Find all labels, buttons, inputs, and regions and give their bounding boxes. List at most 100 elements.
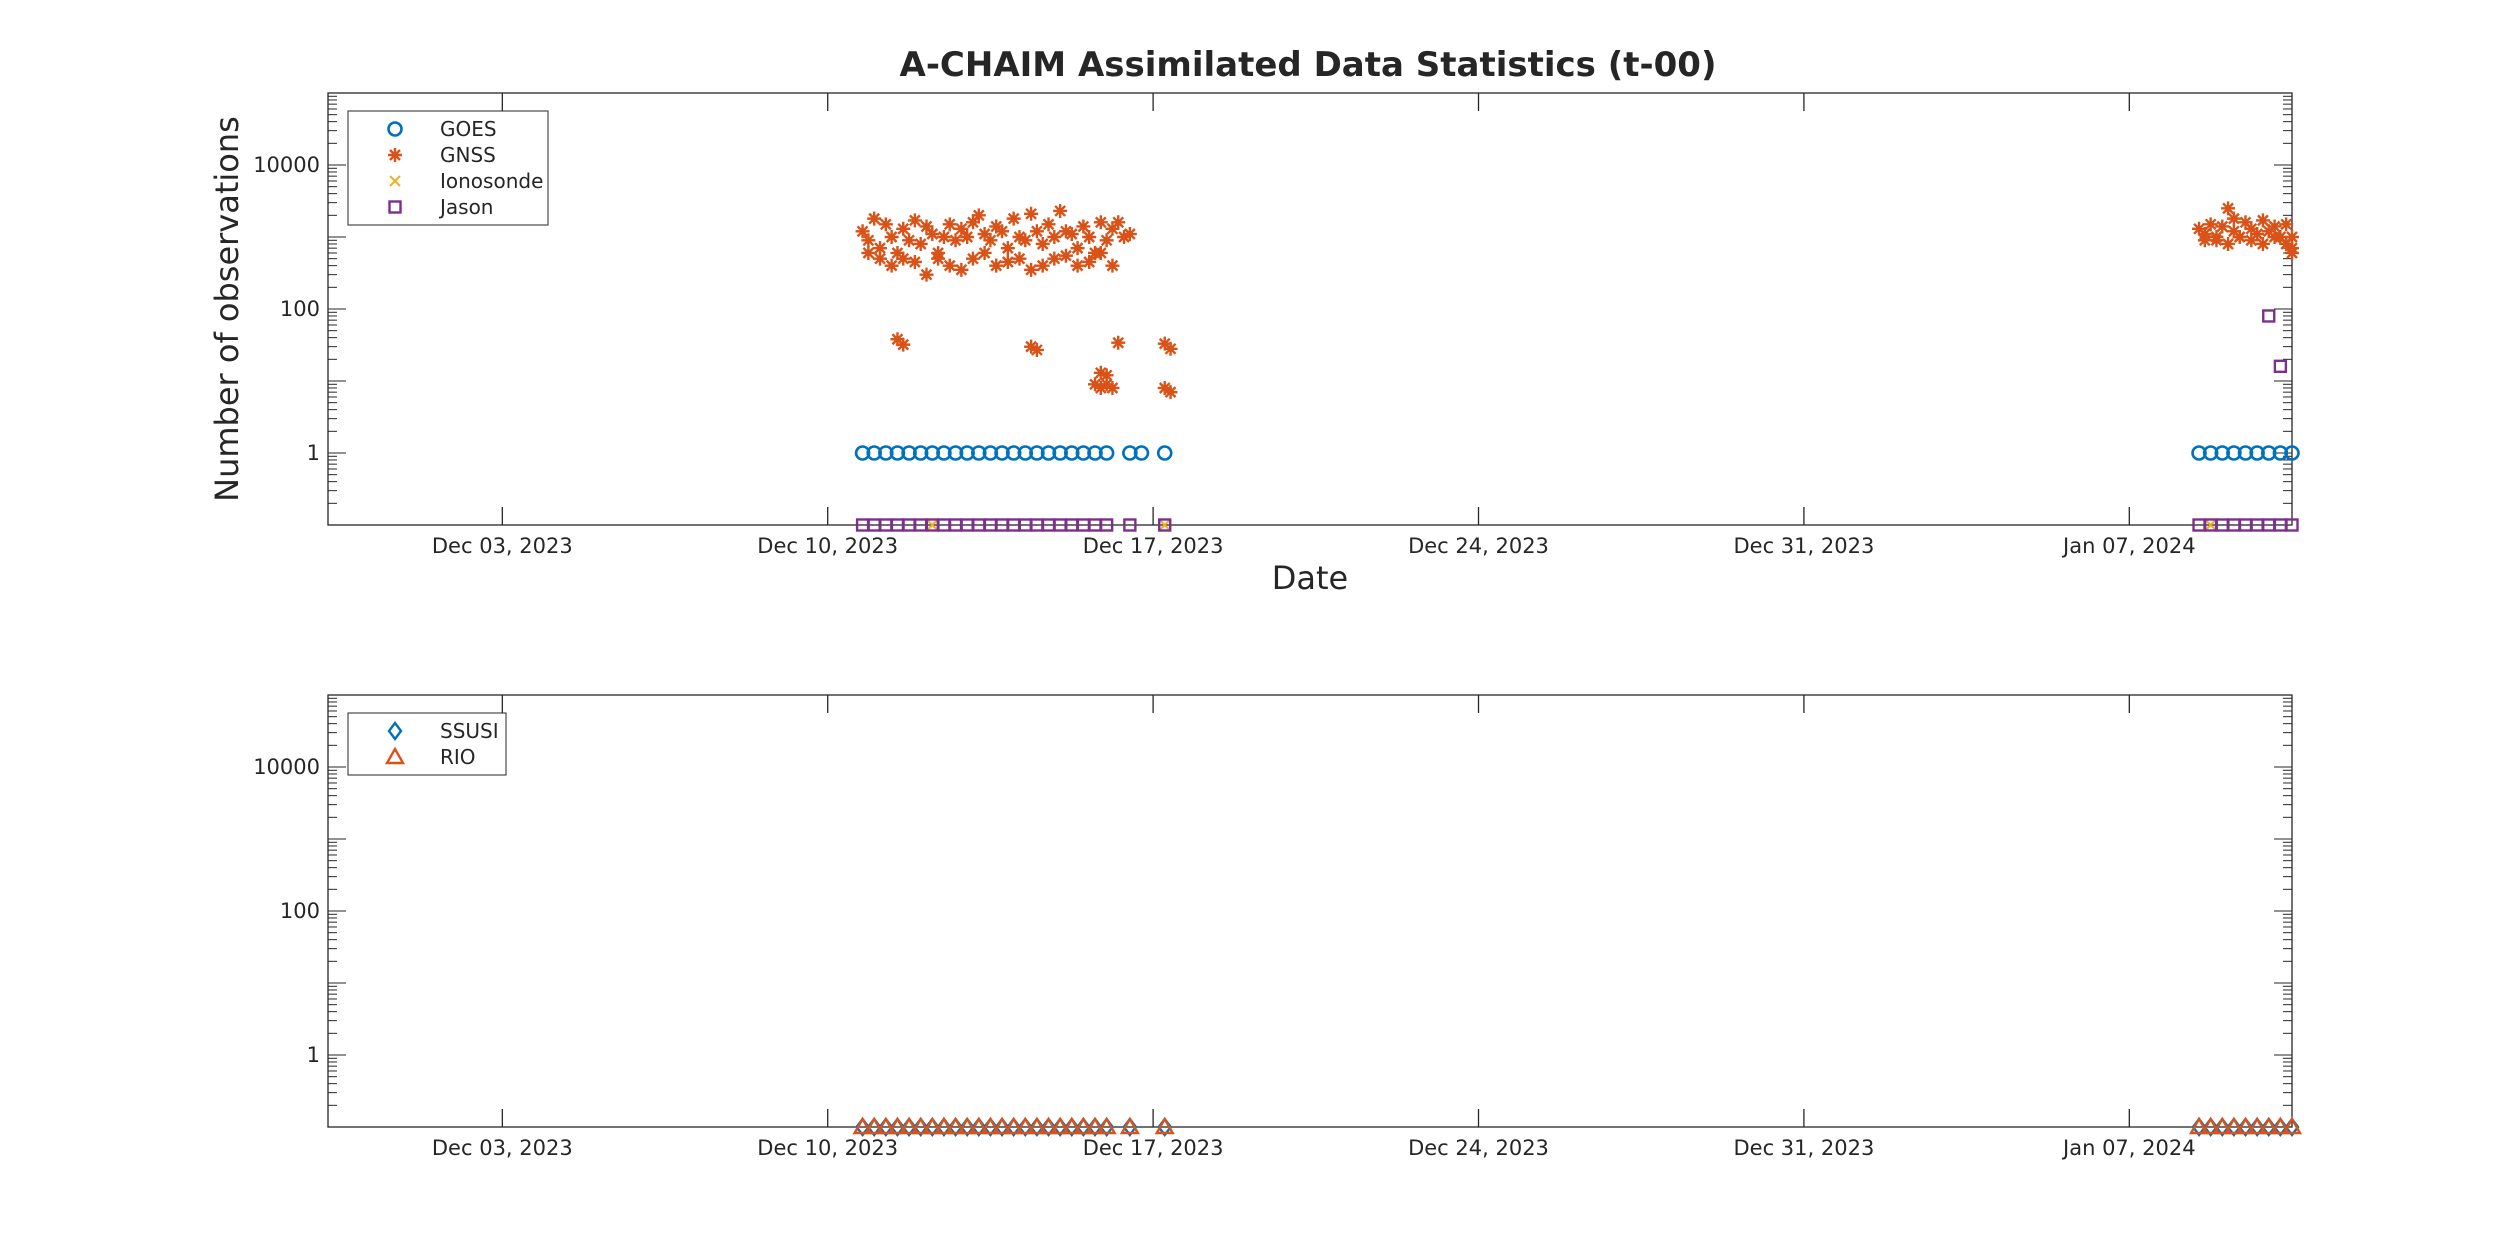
data-point <box>1099 233 1114 248</box>
data-point <box>942 258 957 273</box>
data-point <box>1063 445 1080 461</box>
data-point <box>2250 227 2265 242</box>
data-point <box>1070 241 1085 256</box>
data-point <box>1035 258 1050 273</box>
data-point <box>1012 230 1027 244</box>
data-point <box>1158 518 1172 532</box>
x-tick-label: Jan 07, 2024 <box>2061 534 2196 558</box>
x-tick-label: Dec 03, 2023 <box>432 1136 573 1160</box>
data-point <box>965 215 980 230</box>
legend-marker <box>389 175 401 187</box>
data-point <box>1050 1116 1071 1135</box>
series-gnss <box>855 201 2299 400</box>
data-point <box>2232 230 2247 244</box>
data-point <box>1012 251 1027 266</box>
data-point <box>1093 380 1108 395</box>
data-point <box>861 233 876 248</box>
data-point <box>1018 233 1033 248</box>
data-point <box>2221 236 2236 251</box>
data-point <box>2255 236 2270 251</box>
data-point <box>896 221 911 236</box>
data-point <box>1111 215 1126 230</box>
data-point <box>878 445 894 461</box>
data-point <box>884 230 899 244</box>
data-point <box>1117 230 1132 244</box>
data-point <box>2214 445 2231 461</box>
data-point <box>1105 221 1120 236</box>
data-point <box>2209 230 2224 244</box>
data-point <box>2244 233 2259 248</box>
data-point <box>1075 445 1092 461</box>
data-point <box>1105 258 1120 273</box>
data-point <box>919 219 934 234</box>
data-point <box>936 445 952 461</box>
data-point <box>2238 215 2253 230</box>
data-point <box>2197 233 2212 248</box>
series-rio <box>852 1116 2303 1135</box>
data-point <box>2279 236 2294 251</box>
data-point <box>1122 445 1138 461</box>
data-point <box>1082 230 1097 244</box>
data-point <box>959 445 975 461</box>
data-point <box>965 251 980 266</box>
data-point <box>1024 206 1039 221</box>
data-point <box>1041 217 1056 232</box>
data-point <box>866 445 883 461</box>
data-point <box>1053 203 1068 218</box>
x-tick-label: Dec 31, 2023 <box>1733 1136 1874 1160</box>
data-point <box>1093 365 1108 380</box>
data-point <box>1099 518 1114 532</box>
plot-area <box>327 694 2293 1128</box>
data-point <box>1024 339 1039 354</box>
data-point <box>1133 445 1150 461</box>
data-point <box>2223 1116 2244 1135</box>
x-tick-label: Dec 31, 2023 <box>1733 534 1874 558</box>
data-point <box>994 445 1010 461</box>
data-point <box>2281 1116 2303 1135</box>
data-point <box>1047 230 1062 244</box>
data-point <box>922 1116 943 1135</box>
y-tick-label: 10000 <box>253 755 320 779</box>
data-point <box>1000 241 1015 256</box>
data-point <box>1073 1116 1094 1135</box>
x-tick-label: Dec 17, 2023 <box>1083 1136 1224 1160</box>
data-point <box>2255 213 2270 228</box>
y-tick-label: 100 <box>280 899 320 923</box>
data-point <box>2212 1116 2233 1135</box>
legend-marker <box>384 746 406 765</box>
data-point <box>907 213 922 228</box>
y-axis-label: Number of observations <box>208 116 246 502</box>
data-point <box>977 227 992 242</box>
data-point <box>2235 1116 2256 1135</box>
data-point <box>910 1116 931 1135</box>
data-point <box>2203 217 2218 232</box>
data-point <box>1003 1116 1024 1135</box>
data-point <box>983 233 998 248</box>
data-point <box>896 251 911 266</box>
data-point <box>947 445 964 461</box>
data-point <box>1058 248 1073 263</box>
data-point <box>2204 519 2217 531</box>
data-point <box>873 241 888 256</box>
data-point <box>1087 445 1103 461</box>
plot-area <box>327 92 2293 526</box>
x-tick-label: Jan 07, 2024 <box>2061 1136 2196 1160</box>
data-point <box>1000 254 1015 269</box>
data-point <box>2273 359 2288 374</box>
data-point <box>2284 445 2300 461</box>
x-tick-label: Dec 10, 2023 <box>757 534 898 558</box>
data-point <box>931 251 946 266</box>
data-point <box>901 445 917 461</box>
data-point <box>2285 245 2299 260</box>
legend-label: GNSS <box>440 143 496 167</box>
data-point <box>2270 1116 2291 1135</box>
data-point <box>2237 445 2254 461</box>
data-point <box>2202 445 2219 461</box>
data-point <box>898 1116 920 1135</box>
data-point <box>1154 1116 1175 1135</box>
data-point <box>919 267 934 282</box>
data-point <box>913 236 928 251</box>
data-point <box>1159 519 1171 531</box>
data-point <box>1038 1116 1059 1135</box>
